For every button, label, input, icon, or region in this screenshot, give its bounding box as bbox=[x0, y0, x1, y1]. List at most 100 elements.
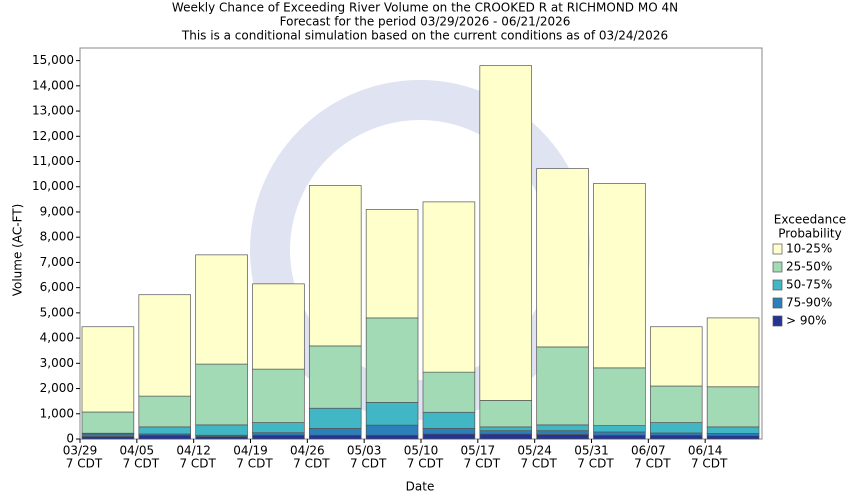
x-axis-label: Date bbox=[406, 480, 435, 494]
bar-segment bbox=[308, 185, 362, 347]
bar-segment bbox=[649, 385, 703, 423]
legend-swatch bbox=[772, 297, 783, 309]
bar-segment bbox=[706, 426, 760, 434]
y-tick-label: 8,000 bbox=[40, 230, 74, 244]
x-tick-label: 05/03 bbox=[347, 444, 382, 458]
y-tick-label: 13,000 bbox=[32, 104, 74, 118]
y-tick-label: 3,000 bbox=[40, 356, 74, 370]
bar-segment bbox=[593, 425, 646, 433]
x-tick-label: 06/07 bbox=[631, 444, 666, 458]
y-tick-label: 12,000 bbox=[32, 129, 74, 143]
bar-segment bbox=[365, 402, 419, 426]
x-tick-label: 7 CDT bbox=[464, 457, 501, 471]
bar-segment bbox=[706, 386, 760, 428]
x-tick-label: 7 CDT bbox=[634, 457, 671, 471]
bar-segment bbox=[649, 422, 703, 434]
x-tick-label: 7 CDT bbox=[123, 457, 160, 471]
bar-segment bbox=[649, 326, 703, 387]
bar-segment bbox=[365, 434, 419, 440]
legend-swatch bbox=[772, 279, 783, 291]
bar-segment bbox=[138, 434, 192, 440]
bar-segment bbox=[365, 424, 419, 436]
legend-label: 10-25% bbox=[786, 242, 832, 256]
x-tick-label: 05/31 bbox=[574, 444, 609, 458]
bar-segment bbox=[252, 434, 305, 440]
bar-segment bbox=[308, 434, 362, 440]
y-tick-label: 4,000 bbox=[40, 331, 74, 345]
legend-label: > 90% bbox=[786, 314, 827, 328]
bar-segment bbox=[195, 363, 248, 426]
legend-swatch bbox=[772, 261, 783, 273]
y-tick-label: 10,000 bbox=[32, 179, 74, 193]
y-tick-label: 7,000 bbox=[40, 255, 74, 269]
bar-segment bbox=[422, 201, 476, 373]
bar-segment bbox=[479, 65, 533, 401]
bar-segment bbox=[308, 428, 362, 436]
x-tick-label: 7 CDT bbox=[350, 457, 387, 471]
bar-segment bbox=[138, 426, 192, 435]
chart-note: This is a conditional simulation based o… bbox=[181, 29, 668, 43]
bar-segment bbox=[479, 426, 533, 432]
bar-segment bbox=[81, 436, 135, 440]
y-tick-label: 0 bbox=[66, 432, 74, 446]
bar-segment bbox=[593, 367, 646, 426]
x-tick-label: 7 CDT bbox=[66, 457, 103, 471]
legend-title: Probability bbox=[778, 227, 841, 241]
x-tick-label: 7 CDT bbox=[236, 457, 273, 471]
x-tick-label: 04/05 bbox=[120, 444, 155, 458]
bar-segment bbox=[422, 371, 476, 413]
legend-swatch bbox=[772, 243, 783, 255]
y-tick-label: 14,000 bbox=[32, 78, 74, 92]
bar-segment bbox=[536, 346, 589, 426]
x-tick-label: 04/26 bbox=[290, 444, 325, 458]
y-tick-label: 15,000 bbox=[32, 53, 74, 67]
bar-segment bbox=[422, 428, 476, 435]
bar-segment bbox=[536, 430, 589, 435]
bar-segment bbox=[195, 254, 248, 365]
bar-segment bbox=[706, 317, 760, 388]
bar-segment bbox=[195, 424, 248, 436]
bar-segment bbox=[195, 436, 248, 440]
bar-segment bbox=[593, 431, 646, 436]
bar-segment bbox=[422, 411, 476, 429]
x-tick-label: 7 CDT bbox=[577, 457, 614, 471]
bar-segment bbox=[81, 433, 135, 437]
legend-label: 50-75% bbox=[786, 278, 832, 292]
x-tick-label: 05/24 bbox=[517, 444, 552, 458]
x-tick-label: 05/17 bbox=[461, 444, 496, 458]
y-axis-label: Volume (AC-FT) bbox=[11, 204, 25, 297]
x-tick-label: 7 CDT bbox=[691, 457, 728, 471]
bar-segment bbox=[536, 424, 589, 432]
y-tick-label: 5,000 bbox=[40, 305, 74, 319]
x-tick-label: 05/10 bbox=[404, 444, 439, 458]
legend-swatch bbox=[772, 315, 783, 327]
bar-segment bbox=[365, 209, 419, 319]
bar-segment bbox=[252, 432, 305, 436]
bar-segment bbox=[81, 411, 135, 434]
bar-segment bbox=[365, 317, 419, 403]
y-tick-label: 9,000 bbox=[40, 204, 74, 218]
x-tick-label: 7 CDT bbox=[407, 457, 444, 471]
bar-segment bbox=[138, 395, 192, 428]
chart-subtitle: Forecast for the period 03/29/2026 - 06/… bbox=[280, 15, 571, 29]
bar-segment bbox=[593, 183, 646, 369]
bar-segment bbox=[593, 434, 646, 440]
bar-segment bbox=[479, 433, 533, 440]
bar-segment bbox=[422, 433, 476, 440]
bar-segment bbox=[479, 400, 533, 428]
legend-label: 25-50% bbox=[786, 260, 832, 274]
bar-segment bbox=[536, 434, 589, 440]
bar-segment bbox=[138, 294, 192, 397]
bar-segment bbox=[252, 422, 305, 434]
bar-segment bbox=[479, 430, 533, 435]
bar-segment bbox=[252, 283, 305, 370]
bar-segment bbox=[308, 345, 362, 409]
y-tick-label: 2,000 bbox=[40, 381, 74, 395]
bar-segment bbox=[81, 326, 135, 413]
bar-segment bbox=[308, 407, 362, 429]
legend-label: 75-90% bbox=[786, 296, 832, 310]
bar-segment bbox=[252, 368, 305, 423]
y-tick-label: 1,000 bbox=[40, 406, 74, 420]
bar-segment bbox=[649, 434, 703, 440]
bar-segment bbox=[706, 435, 760, 440]
